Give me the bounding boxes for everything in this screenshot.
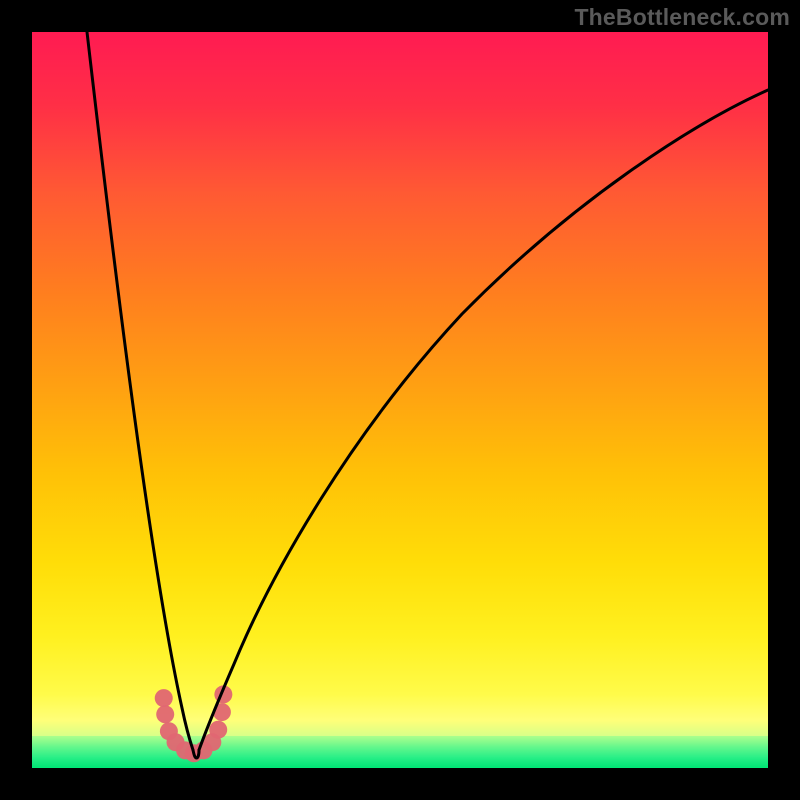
watermark-text: TheBottleneck.com <box>574 4 790 31</box>
plot-area <box>32 32 768 768</box>
cluster-point <box>155 689 173 707</box>
right-curve <box>199 90 768 750</box>
curve-layer <box>32 32 768 768</box>
cluster-point <box>209 721 227 739</box>
chart-canvas: TheBottleneck.com <box>0 0 800 800</box>
cluster-point <box>156 705 174 723</box>
left-curve <box>87 32 193 750</box>
